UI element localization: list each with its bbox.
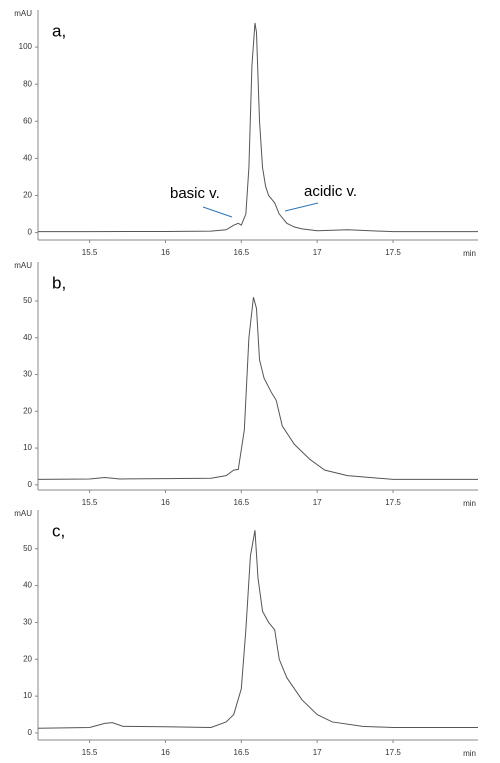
y-tick-label: 0 xyxy=(28,728,33,737)
annotation: acidic v. xyxy=(304,183,357,200)
y-tick-label: 100 xyxy=(19,42,33,51)
annotation-pointer xyxy=(284,202,319,212)
x-axis-label: min xyxy=(463,749,476,758)
x-axis-label: min xyxy=(463,499,476,508)
x-tick-label: 15.5 xyxy=(82,748,98,757)
x-tick-label: 17 xyxy=(313,498,322,507)
x-tick-label: 16 xyxy=(161,748,170,757)
x-tick-label: 17.5 xyxy=(385,498,401,507)
y-axis-label: mAU xyxy=(14,261,32,270)
y-tick-label: 30 xyxy=(23,370,32,379)
y-tick-label: 60 xyxy=(23,116,32,125)
x-tick-label: 16.5 xyxy=(234,498,250,507)
y-tick-label: 20 xyxy=(23,654,32,663)
panel-label: a, xyxy=(52,21,66,40)
x-tick-label: 17.5 xyxy=(385,748,401,757)
y-axis-label: mAU xyxy=(14,509,32,518)
y-tick-label: 40 xyxy=(23,153,32,162)
x-tick-label: 17 xyxy=(313,748,322,757)
panel-label: c, xyxy=(52,521,65,540)
y-tick-label: 0 xyxy=(28,480,33,489)
panel-label: b, xyxy=(52,273,66,292)
y-tick-label: 50 xyxy=(23,296,32,305)
annotation: basic v. xyxy=(170,185,220,202)
x-tick-label: 15.5 xyxy=(82,248,98,257)
trace xyxy=(37,530,478,729)
y-tick-label: 50 xyxy=(23,544,32,553)
x-tick-label: 17.5 xyxy=(385,248,401,257)
y-tick-label: 10 xyxy=(23,691,32,700)
y-tick-label: 30 xyxy=(23,618,32,627)
y-tick-label: 0 xyxy=(28,228,33,237)
trace xyxy=(37,297,478,480)
x-axis-label: min xyxy=(463,249,476,258)
x-tick-label: 16.5 xyxy=(234,748,250,757)
y-tick-label: 20 xyxy=(23,406,32,415)
trace xyxy=(38,22,478,233)
y-tick-label: 10 xyxy=(23,443,32,452)
y-tick-label: 80 xyxy=(23,79,32,88)
y-tick-label: 20 xyxy=(23,191,32,200)
x-tick-label: 17 xyxy=(313,248,322,257)
annotation-pointer xyxy=(202,206,233,218)
x-tick-label: 16.5 xyxy=(234,248,250,257)
x-tick-label: 16 xyxy=(161,498,170,507)
y-axis-label: mAU xyxy=(14,9,32,18)
x-tick-label: 15.5 xyxy=(82,498,98,507)
y-tick-label: 40 xyxy=(23,581,32,590)
x-tick-label: 16 xyxy=(161,248,170,257)
y-tick-label: 40 xyxy=(23,333,32,342)
